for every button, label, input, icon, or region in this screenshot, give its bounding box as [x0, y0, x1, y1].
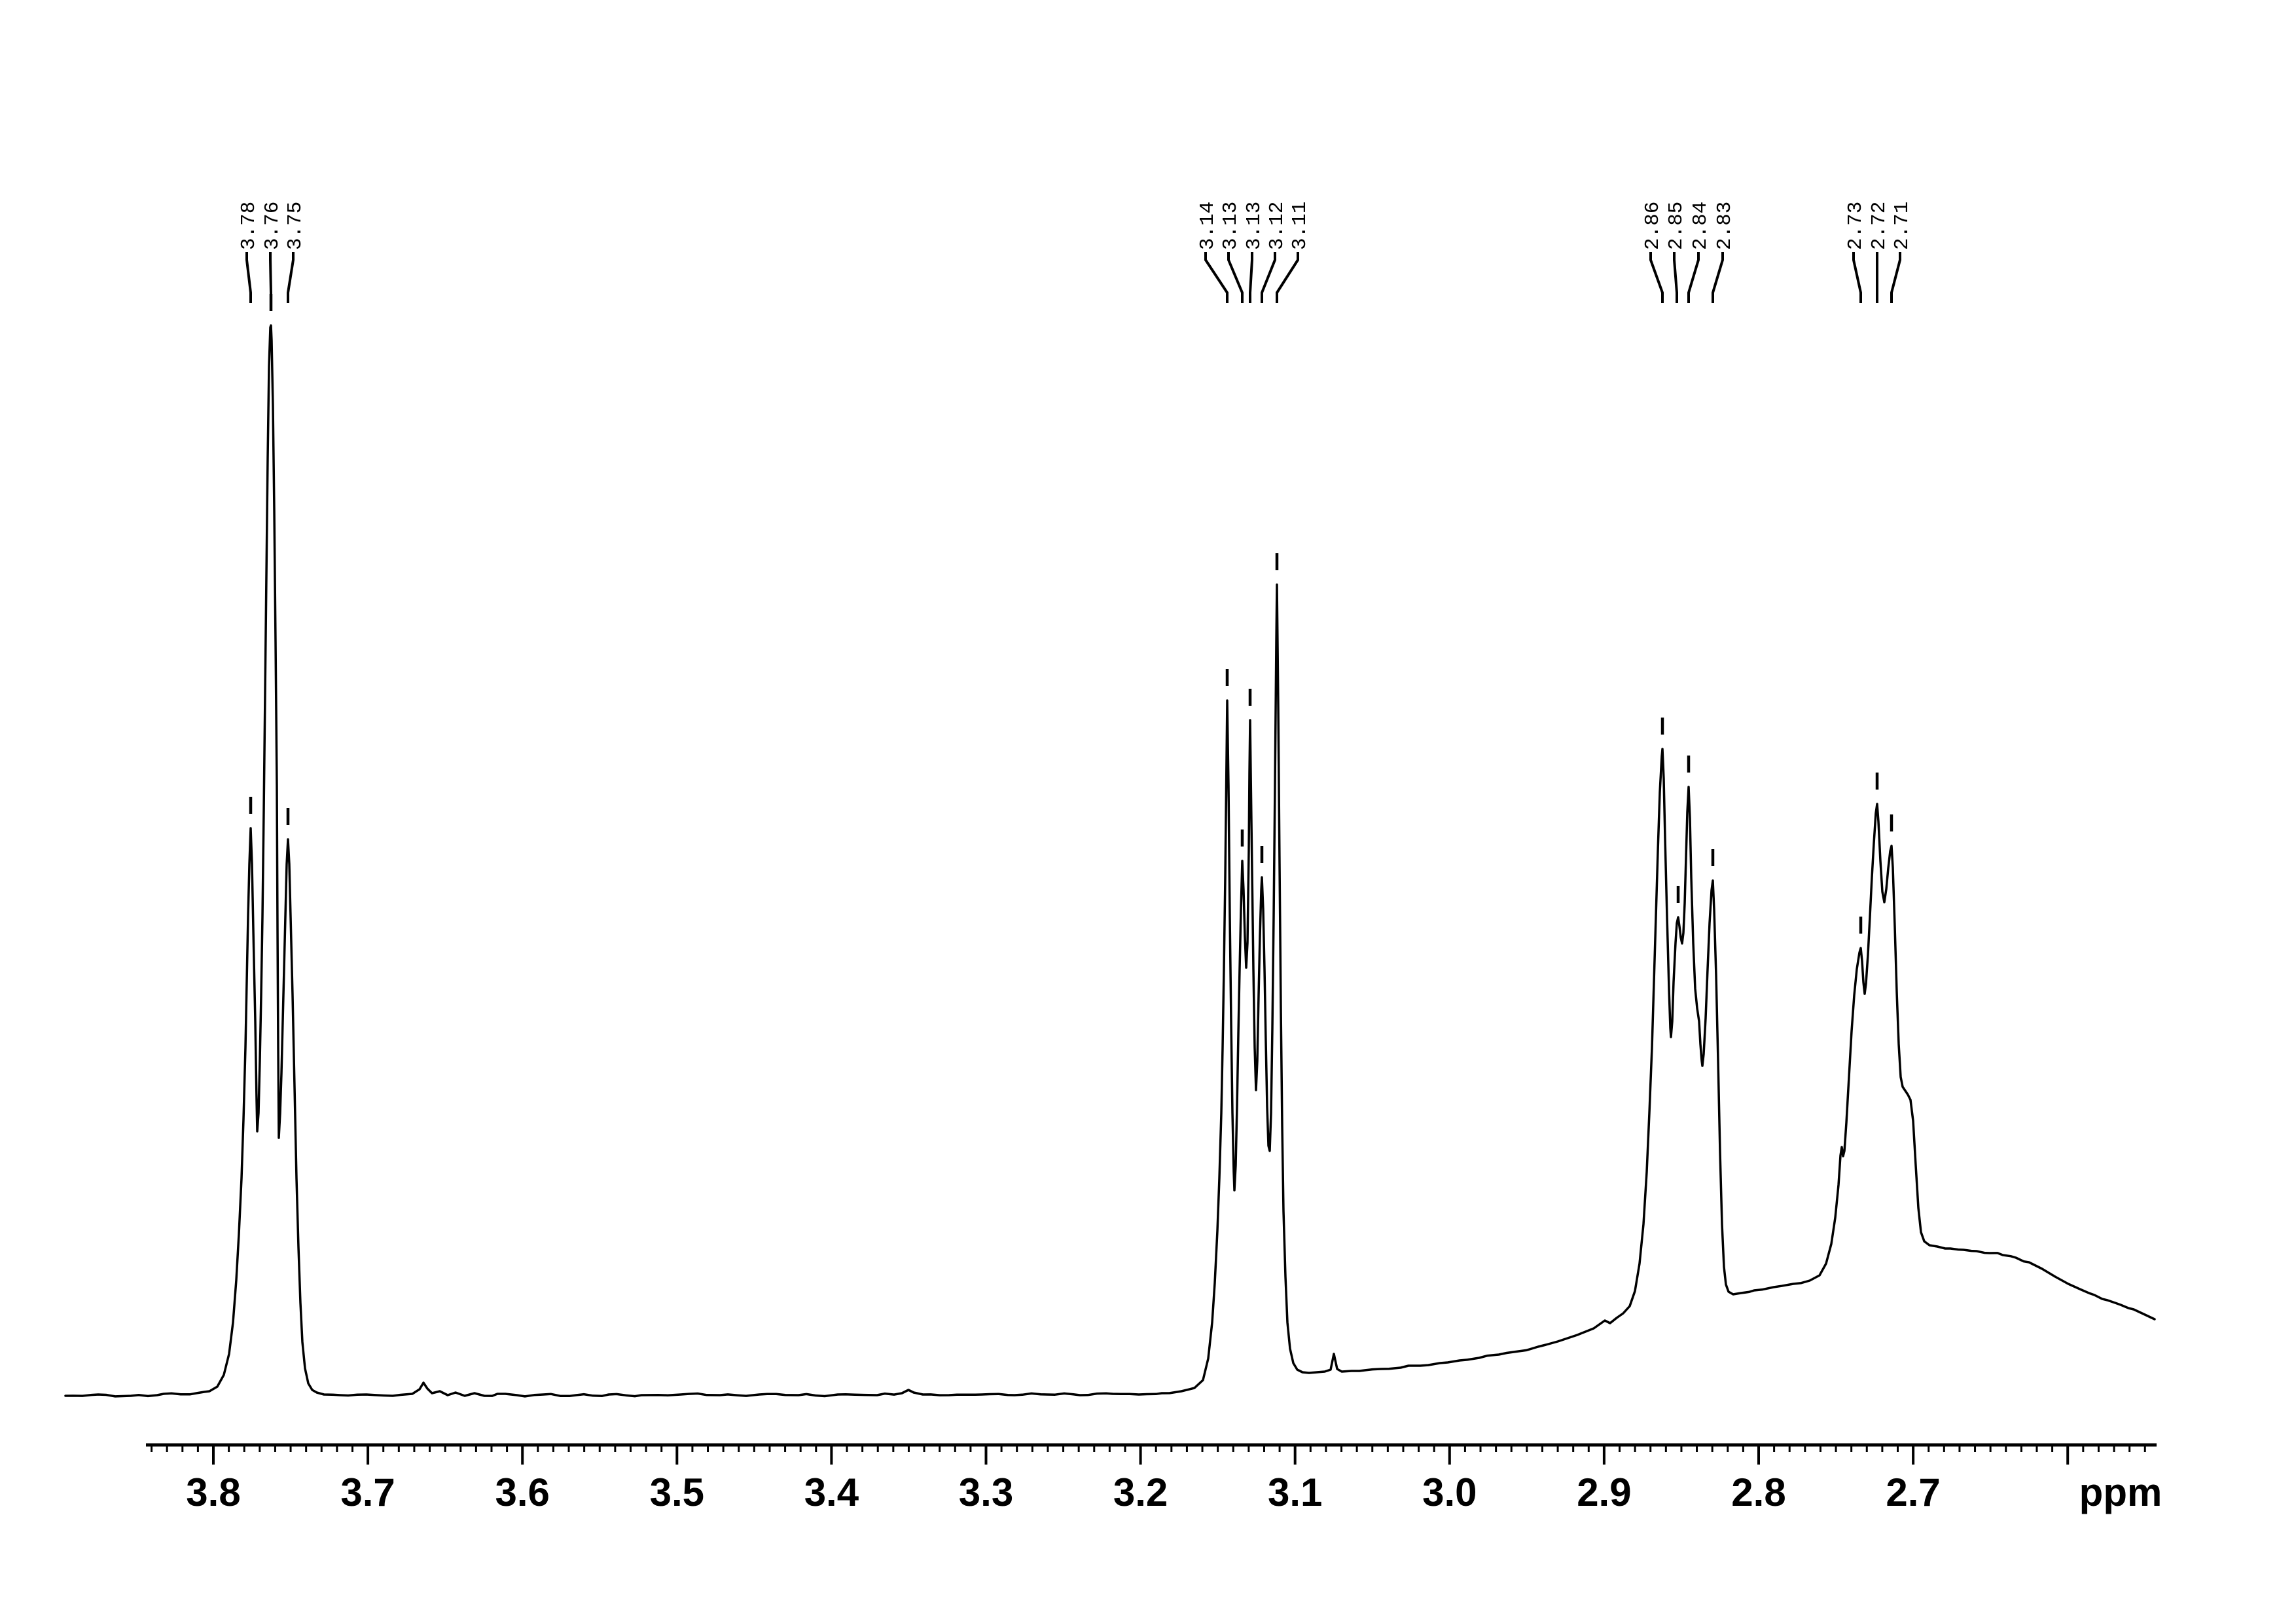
peak-leader-line — [1890, 252, 1901, 303]
axis-tick-label: 2.7 — [1886, 1470, 1940, 1514]
peak-leader-line — [1649, 252, 1664, 303]
peak-shift-label: 3.14 — [1196, 202, 1219, 250]
peak-shift-label: 2.73 — [1844, 202, 1867, 250]
axis-tick-label: 3.5 — [650, 1470, 704, 1514]
axis-tick-label: 2.8 — [1731, 1470, 1785, 1514]
peak-shift-label: 2.86 — [1641, 202, 1664, 250]
peak-shift-label: 3.11 — [1289, 202, 1312, 250]
peak-leader-line — [1204, 252, 1229, 303]
spectrum-curve — [64, 324, 2156, 1398]
axis-tick-label: 3.3 — [959, 1470, 1013, 1514]
axis-tick-label: 3.8 — [186, 1470, 240, 1514]
peak-shift-label: 2.71 — [1891, 202, 1914, 250]
peak-shift-label: 2.72 — [1868, 202, 1891, 250]
axis-tick-label: 3.0 — [1422, 1470, 1477, 1514]
peak-shift-label: 2.85 — [1665, 202, 1688, 250]
axis-tick-label: 3.6 — [495, 1470, 549, 1514]
peak-leader-line — [1673, 252, 1678, 303]
peak-leader-line — [287, 252, 295, 303]
peak-leader-line — [1249, 252, 1253, 303]
peak-leader-line — [1712, 252, 1724, 303]
axis-tick-label: 3.7 — [340, 1470, 395, 1514]
peak-shift-label: 3.76 — [261, 202, 284, 250]
peak-shift-label: 2.83 — [1713, 202, 1736, 250]
peak-shift-label: 3.13 — [1219, 202, 1242, 250]
peak-leader-line — [1687, 252, 1700, 303]
axis-tick-label: 3.4 — [804, 1470, 859, 1514]
peak-leader-line — [1261, 252, 1276, 303]
axis-tick-label: 3.1 — [1268, 1470, 1322, 1514]
peak-shift-label: 3.78 — [238, 202, 260, 250]
peak-shift-label: 3.12 — [1266, 202, 1289, 250]
peak-leader-line — [1852, 252, 1862, 303]
axis-unit-label: ppm — [2079, 1470, 2162, 1514]
axis-tick-label: 3.2 — [1113, 1470, 1168, 1514]
peak-leader-line — [1276, 252, 1299, 303]
peak-leader-line — [1227, 252, 1244, 303]
axis-tick-label: 2.9 — [1577, 1470, 1631, 1514]
peak-shift-label: 2.84 — [1689, 202, 1712, 250]
peak-leader-line — [245, 252, 252, 303]
peak-shift-label: 3.13 — [1243, 202, 1266, 250]
peak-shift-label: 3.75 — [284, 202, 307, 250]
